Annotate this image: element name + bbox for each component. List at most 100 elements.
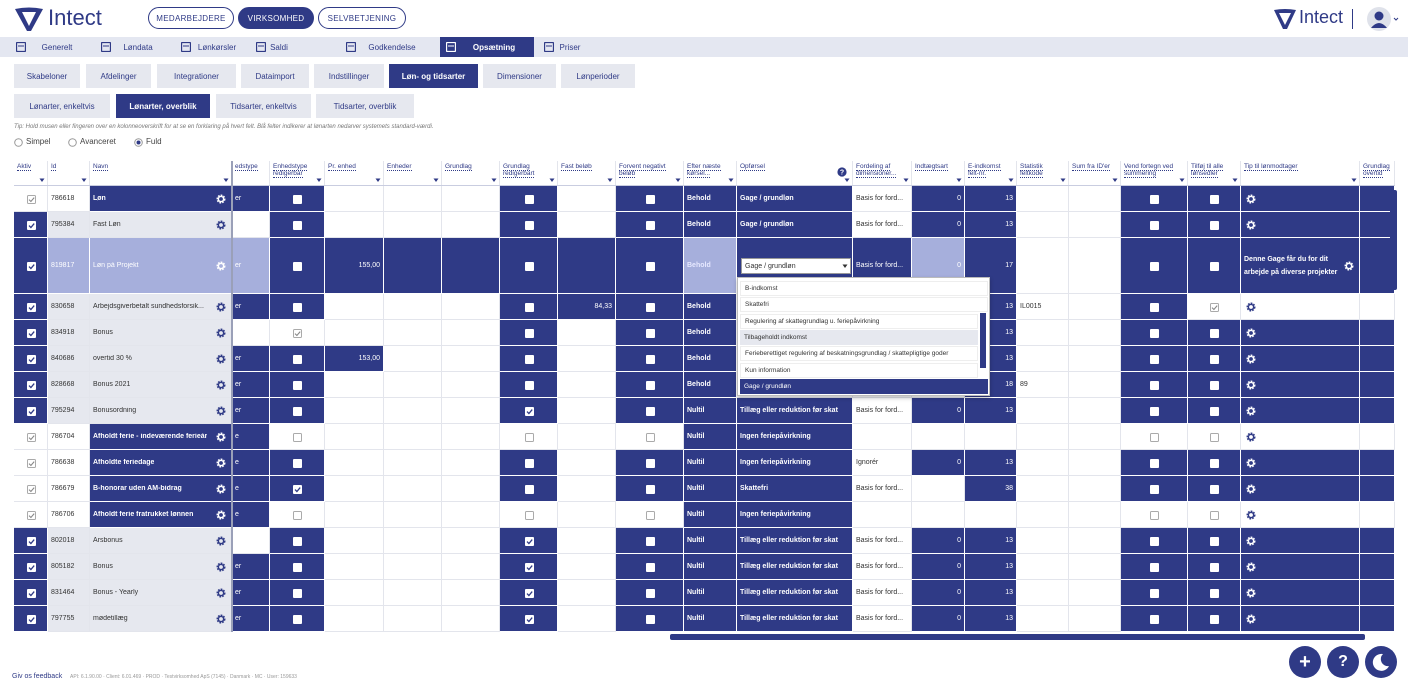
checkbox bbox=[1210, 536, 1219, 546]
sub-tab[interactable]: Dimensioner bbox=[483, 64, 556, 88]
table-cell bbox=[14, 502, 48, 528]
checkbox bbox=[645, 261, 655, 271]
tab-icon bbox=[544, 42, 554, 52]
gear-icon bbox=[1246, 614, 1256, 624]
table-cell: Basis for ford... bbox=[853, 212, 912, 238]
action-button[interactable]: + bbox=[1289, 646, 1321, 678]
checkbox bbox=[524, 588, 534, 598]
table-cell: Behold bbox=[684, 238, 737, 294]
cell-text: 13 bbox=[1005, 329, 1013, 336]
cell-text: Behold bbox=[687, 355, 711, 362]
column-header-text[interactable]: Opførsel bbox=[740, 163, 765, 171]
select-box[interactable]: Gage / grundløn bbox=[741, 258, 851, 274]
column-header-text[interactable]: Enhedstype redigerbar bbox=[273, 163, 308, 178]
sub-tab[interactable]: Dataimport bbox=[241, 64, 309, 88]
radio-label[interactable]: Simpel bbox=[26, 137, 51, 146]
main-tab[interactable]: Lønkørsler bbox=[197, 42, 237, 52]
table-cell: Tillæg eller reduktion før skat bbox=[737, 580, 853, 606]
table-cell bbox=[325, 502, 384, 528]
cell-text: 795384 bbox=[51, 221, 75, 228]
sub-tab[interactable]: Afdelinger bbox=[86, 64, 151, 88]
cell-text: 13 bbox=[1005, 589, 1013, 596]
sub-sub-tab[interactable]: Tidsarter, overblik bbox=[316, 94, 414, 118]
table-cell bbox=[1360, 450, 1395, 476]
dropdown-option[interactable]: Tilbageholdt indkomst bbox=[740, 329, 978, 345]
column-header-text[interactable]: Grundlag overtid bbox=[1363, 163, 1390, 178]
main-tab[interactable]: Løndata bbox=[123, 42, 153, 52]
sub-tab[interactable]: Lønperioder bbox=[561, 64, 635, 88]
table-cell: 13 bbox=[965, 186, 1017, 212]
user-avatar[interactable] bbox=[1366, 6, 1400, 32]
table-cell bbox=[558, 528, 616, 554]
column-header-text[interactable]: Efter næste kørsel... bbox=[687, 163, 721, 178]
column-header-text[interactable]: Indtægtsart bbox=[915, 163, 948, 171]
sub-tab[interactable]: Skabeloner bbox=[14, 64, 80, 88]
column-header: Tilføj til alle lønsedler bbox=[1188, 161, 1241, 185]
cell-text: Ingen feriepåvirkning bbox=[740, 511, 811, 518]
column-header-text[interactable]: Id bbox=[51, 163, 57, 171]
main-tab[interactable]: Godkendelse bbox=[368, 42, 416, 52]
column-header-text[interactable]: Fordeling af dimensioner... bbox=[856, 163, 897, 178]
column-header-text[interactable]: Sum fra ID'er bbox=[1072, 163, 1111, 171]
column-header-text[interactable]: edstype bbox=[235, 163, 258, 171]
table-cell: Årsbonus bbox=[90, 528, 232, 554]
checkbox bbox=[26, 380, 36, 390]
table-cell bbox=[1241, 580, 1360, 606]
cell-text: 38 bbox=[1005, 485, 1013, 492]
cell-text: Basis for ford... bbox=[856, 195, 904, 202]
sub-sub-tab[interactable]: Lønarter, enkeltvis bbox=[14, 94, 110, 118]
column-header-text[interactable]: Statistik feltkode bbox=[1020, 163, 1043, 178]
column-header-text[interactable]: Grundlag redigerbart bbox=[503, 163, 535, 178]
main-tab[interactable]: Saldi bbox=[270, 42, 288, 52]
dropdown-option[interactable]: Kun information bbox=[740, 362, 978, 378]
main-tab[interactable]: Generelt bbox=[41, 42, 73, 52]
checkbox bbox=[645, 458, 655, 468]
nav-pill[interactable]: SELVBETJENING bbox=[318, 7, 406, 29]
sub-sub-tab[interactable]: Lønarter, overblik bbox=[116, 94, 210, 118]
table-cell: 0 bbox=[912, 580, 965, 606]
sub-tab[interactable]: Indstillinger bbox=[314, 64, 384, 88]
column-header-text[interactable]: Fast beløb bbox=[561, 163, 592, 171]
main-tab[interactable]: Priser bbox=[559, 42, 581, 52]
cell-text: 834918 bbox=[51, 329, 75, 336]
dropdown-option[interactable]: B-indkomst bbox=[740, 281, 988, 296]
column-header-text[interactable]: Tilføj til alle lønsedler bbox=[1191, 163, 1224, 178]
column-header-text[interactable]: Aktiv bbox=[17, 163, 32, 171]
column-header-text[interactable]: Grundlag bbox=[445, 163, 472, 171]
tab-icon bbox=[446, 42, 456, 52]
radio-label[interactable]: Avanceret bbox=[80, 137, 116, 146]
column-header-text[interactable]: Navn bbox=[93, 163, 109, 171]
checkbox bbox=[1210, 220, 1219, 230]
table-cell bbox=[1069, 554, 1121, 580]
column-header-text[interactable]: Pr. enhed bbox=[328, 163, 356, 171]
column-header-text[interactable]: Tip til lønmodtager bbox=[1244, 163, 1298, 171]
main-tab[interactable]: Opsætning bbox=[440, 37, 534, 57]
sub-tab[interactable]: Løn- og tidsarter bbox=[389, 64, 478, 88]
dropdown-option[interactable]: Ferieberettiget regulering af beskatning… bbox=[740, 346, 978, 362]
dropdown-option[interactable]: Skattefri bbox=[740, 297, 988, 313]
nav-pill[interactable]: VIRKSOMHED bbox=[238, 7, 314, 29]
cell-text: er bbox=[235, 589, 242, 596]
cell-text: 840686 bbox=[51, 355, 75, 362]
checkbox bbox=[524, 536, 534, 546]
dropdown-option[interactable]: Gage / grundløn bbox=[740, 378, 988, 394]
table-cell bbox=[442, 212, 500, 238]
column-header-text[interactable]: Enheder bbox=[387, 163, 412, 171]
table-cell: Gage / grundløn bbox=[737, 212, 853, 238]
nav-pill[interactable]: MEDARBEJDERE bbox=[148, 7, 234, 29]
action-button[interactable]: ? bbox=[1327, 646, 1359, 678]
column-header: Aktiv bbox=[14, 161, 48, 185]
column-header-text[interactable]: Forvent negativt beløb bbox=[619, 163, 666, 178]
radio-label[interactable]: Fuld bbox=[146, 137, 162, 146]
table-cell bbox=[1241, 346, 1360, 372]
dropdown-option[interactable]: Regulering af skattegrundlag u. feriepåv… bbox=[740, 313, 978, 329]
feedback-link[interactable]: Giv os feedback bbox=[12, 673, 63, 680]
sub-sub-tab[interactable]: Tidsarter, enkeltvis bbox=[216, 94, 311, 118]
logo-mark-right bbox=[1274, 9, 1296, 29]
column-header: Sum fra ID'er bbox=[1069, 161, 1121, 185]
column-header-text[interactable]: E-indkomst felt-nr. bbox=[968, 163, 1001, 178]
checkbox bbox=[1210, 406, 1219, 416]
cell-text: 0 bbox=[957, 407, 961, 414]
column-header-text[interactable]: Vend fortegn ved summering bbox=[1124, 163, 1174, 178]
sub-tab[interactable]: Integrationer bbox=[157, 64, 236, 88]
